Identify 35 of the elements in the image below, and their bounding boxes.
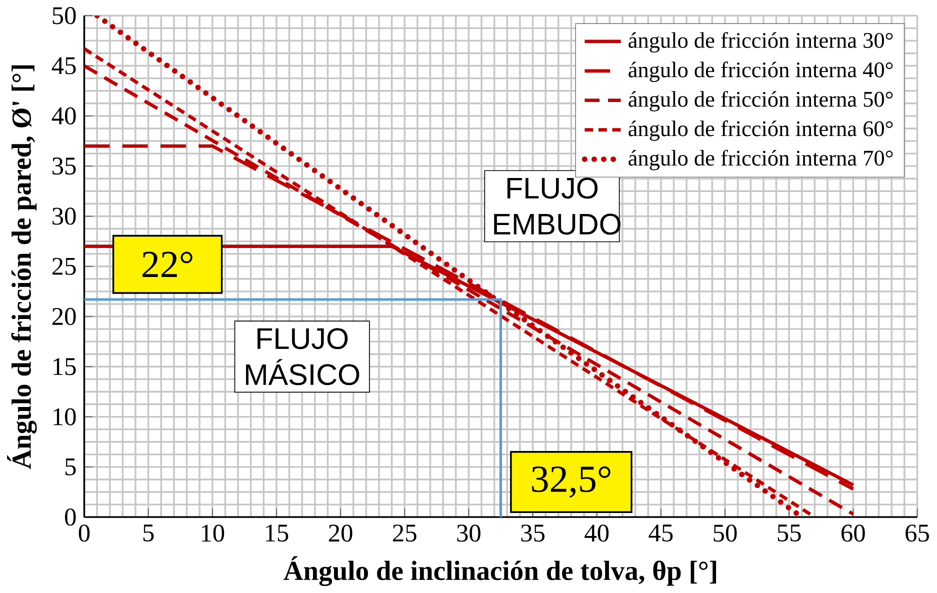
x-tick-label: 55 — [778, 524, 801, 542]
x-tick-label: 35 — [521, 524, 544, 542]
x-tick-label: 0 — [78, 524, 90, 542]
legend-label: ángulo de fricción interna 70° — [628, 150, 893, 170]
x-tick-label: 60 — [842, 524, 865, 542]
legend-label: ángulo de fricción interna 60° — [628, 120, 893, 141]
annotation: 32,5° — [532, 466, 610, 498]
y-tick-label: 25 — [52, 258, 76, 275]
y-tick-label: 30 — [52, 208, 76, 225]
x-tick-label: 65 — [906, 524, 929, 542]
x-tick-label: 30 — [457, 524, 480, 542]
y-tick-label: 20 — [52, 308, 76, 326]
x-tick-label: 10 — [202, 524, 224, 542]
annotation: FLUJO MÁSICO — [246, 328, 360, 386]
y-tick-label: 0 — [65, 508, 76, 526]
x-axis-title: Ángulo de inclinación de tolva, θp [°] — [284, 556, 716, 586]
x-tick-label: 15 — [266, 524, 288, 542]
legend-label: ángulo de fricción interna 50° — [628, 90, 893, 112]
y-tick-label: 50 — [52, 7, 76, 24]
legend-label: ángulo de fricción interna 30° — [628, 32, 893, 52]
x-tick-label: 20 — [328, 524, 352, 542]
x-tick-label: 45 — [648, 524, 673, 542]
x-tick-label: 50 — [714, 524, 737, 542]
y-tick-label: 15 — [54, 358, 76, 376]
x-tick-label: 40 — [584, 524, 609, 542]
y-tick-label: 10 — [54, 408, 76, 426]
y-tick-label: 45 — [52, 57, 76, 74]
x-tick-label: 5 — [143, 524, 154, 542]
legend-label: ángulo de fricción interna 40° — [628, 61, 893, 82]
y-tick-label: 5 — [66, 458, 76, 476]
y-axis-title: Ángulo de fricción de pared, Ø' [°] — [7, 65, 37, 470]
y-tick-label: 40 — [52, 107, 76, 124]
annotation: 22° — [142, 252, 192, 278]
y-tick-label: 35 — [52, 158, 76, 175]
x-tick-label: 25 — [393, 524, 416, 542]
